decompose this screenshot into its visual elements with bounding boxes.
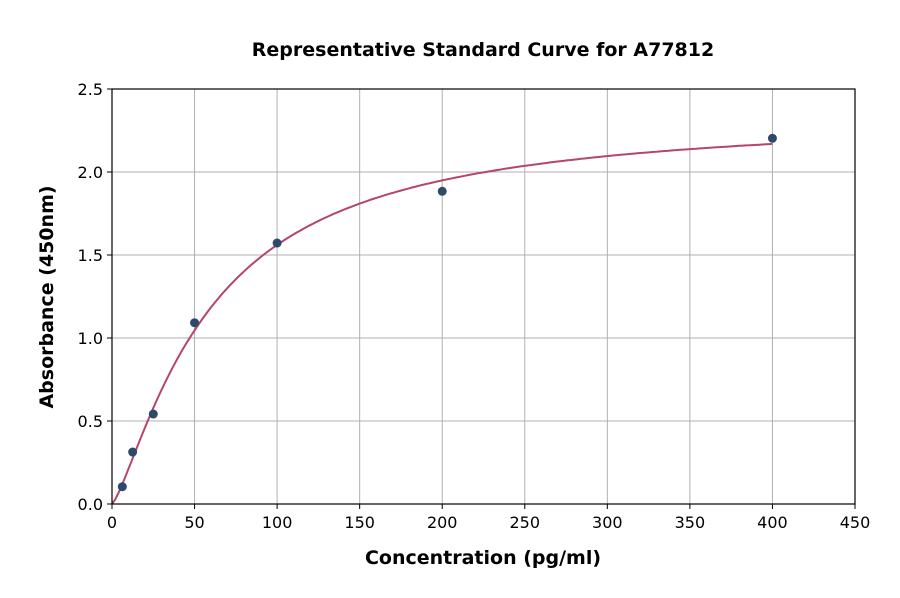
data-point: [128, 447, 138, 457]
y-tick-label: 2.0: [78, 163, 103, 182]
data-point: [437, 186, 447, 196]
grid: [111, 88, 856, 505]
data-point: [117, 482, 127, 492]
y-tick-label: 2.5: [78, 80, 103, 99]
x-tick-label: 300: [592, 513, 623, 532]
fit-curve: [111, 142, 773, 505]
plot-frame: [111, 88, 856, 505]
x-tick-label: 50: [184, 513, 204, 532]
data-points: [117, 133, 777, 492]
y-axis-ticks: 0.0 0.5 1.0 1.5 2.0 2.5: [78, 80, 112, 514]
x-tick-label: 200: [427, 513, 458, 532]
y-tick-label: 1.0: [78, 329, 103, 348]
data-point: [148, 409, 158, 419]
y-tick-label: 0.0: [78, 495, 103, 514]
data-point: [272, 238, 282, 248]
data-point: [767, 133, 777, 143]
x-axis-label: Concentration (pg/ml): [365, 547, 601, 569]
data-point: [190, 318, 200, 328]
x-tick-label: 400: [757, 513, 788, 532]
y-axis-label: Absorbance (450nm): [36, 185, 58, 408]
y-tick-label: 1.5: [78, 246, 103, 265]
x-tick-label: 450: [840, 513, 871, 532]
chart-title: Representative Standard Curve for A77812: [252, 39, 714, 61]
x-tick-label: 250: [510, 513, 541, 532]
y-tick-label: 0.5: [78, 412, 103, 431]
x-axis-ticks: 0 50 100 150 200 250 300 350 400 450: [107, 504, 870, 532]
x-tick-label: 0: [107, 513, 117, 532]
x-tick-label: 100: [262, 513, 293, 532]
x-tick-label: 150: [344, 513, 375, 532]
x-tick-label: 350: [675, 513, 706, 532]
